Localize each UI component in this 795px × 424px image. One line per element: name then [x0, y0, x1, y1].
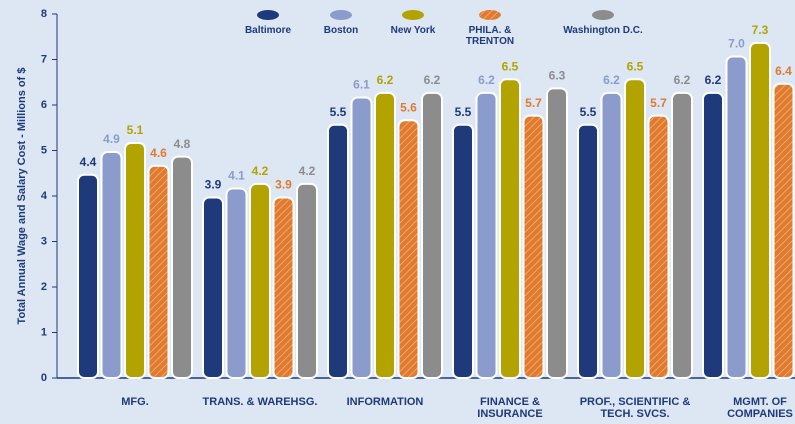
value-label: 5.5 — [580, 105, 597, 119]
legend-marker — [330, 10, 352, 20]
y-tick-label: 4 — [41, 190, 48, 202]
value-label: 6.2 — [478, 73, 495, 87]
value-label: 6.1 — [353, 78, 370, 92]
x-tick-label: MGMT. OF COMPANIES — [727, 396, 793, 420]
value-label: 6.2 — [705, 73, 722, 87]
y-tick-label: 0 — [41, 372, 47, 384]
bar — [272, 196, 295, 379]
value-label: 7.0 — [728, 37, 745, 51]
bar — [647, 114, 670, 380]
bar — [522, 114, 545, 380]
value-label: 5.7 — [525, 96, 542, 110]
x-tick-label: TRANS. & WAREHSG. — [202, 396, 318, 408]
x-tick-label: PROF., SCIENTIFIC & TECH. SVCS. — [579, 396, 691, 420]
legend-label: PHILA. & TRENTON — [465, 25, 515, 47]
value-label: 4.9 — [103, 132, 120, 146]
y-tick-label: 8 — [41, 8, 47, 20]
bar — [702, 91, 724, 380]
bar — [124, 141, 146, 379]
value-label: 4.4 — [80, 155, 97, 169]
bar — [600, 91, 623, 380]
bar — [452, 123, 474, 379]
y-axis-label: Total Annual Wage and Salary Cost - Mill… — [16, 68, 28, 325]
value-label: 5.5 — [455, 105, 472, 119]
value-label: 6.5 — [627, 59, 644, 73]
bar — [475, 91, 498, 380]
bar — [296, 182, 318, 379]
legend-label: Boston — [323, 25, 359, 36]
value-label: 7.3 — [752, 23, 769, 37]
legend-label: New York — [390, 25, 436, 36]
bar — [772, 82, 795, 380]
value-label: 4.2 — [299, 164, 316, 178]
y-tick-label: 6 — [41, 99, 47, 111]
bar — [350, 96, 373, 379]
value-label: 4.2 — [252, 164, 269, 178]
bar — [77, 173, 99, 379]
bar — [421, 91, 443, 380]
value-label: 6.2 — [377, 73, 394, 87]
value-label: 3.9 — [205, 178, 222, 192]
value-label: 4.6 — [150, 146, 167, 160]
legend-marker — [402, 10, 424, 20]
value-label: 6.2 — [424, 73, 441, 87]
value-label: 4.1 — [228, 169, 245, 183]
x-tick-label: FINANCE & INSURANCE — [477, 396, 543, 420]
legend-label: Baltimore — [244, 25, 292, 36]
bar — [374, 91, 396, 380]
legend-marker — [257, 10, 279, 20]
bar — [397, 119, 420, 379]
bar — [147, 164, 170, 379]
value-label: 6.4 — [775, 64, 792, 78]
legend-marker — [479, 10, 501, 20]
bar — [327, 123, 349, 379]
legend-marker — [592, 10, 614, 20]
value-label: 6.2 — [674, 73, 691, 87]
bar — [671, 91, 693, 380]
value-label: 5.7 — [650, 96, 667, 110]
bar — [624, 78, 646, 379]
bar — [725, 55, 748, 379]
legend-label: Washington D.C. — [563, 25, 643, 36]
bar — [499, 78, 521, 379]
value-label: 5.6 — [400, 100, 417, 114]
y-tick-label: 3 — [41, 235, 47, 247]
bar — [749, 41, 771, 379]
y-tick-label: 5 — [41, 144, 47, 156]
bar — [249, 182, 271, 379]
value-label: 5.5 — [330, 105, 347, 119]
value-label: 6.3 — [549, 69, 566, 83]
bar — [202, 196, 224, 379]
bar — [577, 123, 599, 379]
bar — [100, 151, 123, 379]
bar — [225, 187, 248, 379]
bar — [171, 155, 193, 379]
bar — [546, 87, 568, 379]
x-tick-label: INFORMATION — [346, 396, 424, 408]
y-tick-label: 1 — [41, 326, 47, 338]
value-label: 5.1 — [127, 123, 144, 137]
y-tick-label: 2 — [41, 281, 47, 293]
value-label: 6.5 — [502, 59, 519, 73]
value-label: 6.2 — [603, 73, 620, 87]
value-label: 4.8 — [174, 137, 191, 151]
y-tick-label: 7 — [41, 53, 47, 65]
value-label: 3.9 — [275, 178, 292, 192]
x-tick-label: MFG. — [121, 396, 149, 408]
